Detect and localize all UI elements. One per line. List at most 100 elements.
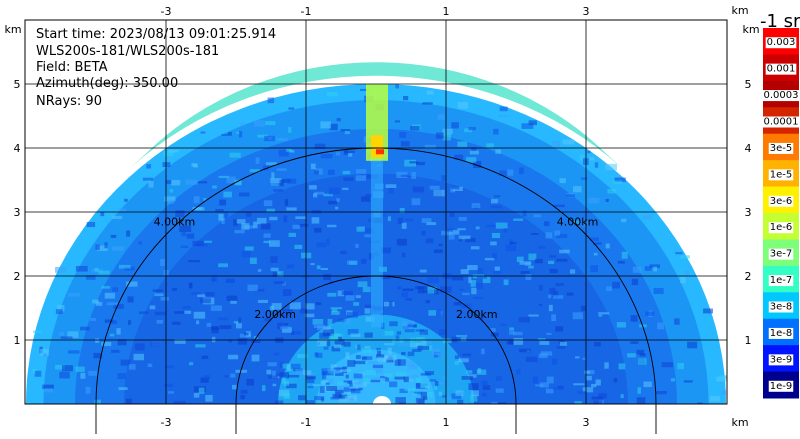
field-speckle	[111, 349, 120, 353]
field-speckle	[59, 331, 65, 336]
field-speckle	[117, 373, 126, 380]
field-speckle	[67, 350, 80, 354]
field-speckle	[235, 369, 248, 373]
field-speckle	[165, 180, 172, 184]
field-speckle	[451, 393, 462, 400]
beta-field	[25, 62, 727, 404]
field-speckle	[384, 343, 395, 346]
colorbar-label-backing	[768, 222, 794, 234]
field-speckle	[565, 194, 576, 198]
field-speckle	[421, 230, 426, 236]
field-speckle	[543, 221, 550, 227]
field-speckle	[528, 253, 537, 261]
field-speckle	[281, 377, 286, 384]
field-speckle	[404, 388, 416, 391]
field-speckle	[345, 352, 350, 359]
field-speckle	[282, 363, 290, 369]
field-speckle	[555, 326, 564, 332]
field-speckle	[404, 329, 415, 333]
field-speckle	[295, 216, 306, 220]
field-speckle	[95, 244, 100, 251]
field-speckle	[531, 232, 539, 235]
x-tick-label-bottom: -3	[161, 416, 172, 429]
field-speckle	[135, 343, 145, 351]
field-speckle	[559, 249, 570, 254]
field-speckle	[495, 388, 504, 393]
field-speckle	[401, 252, 406, 258]
field-speckle	[447, 228, 454, 232]
field-speckle	[361, 356, 373, 360]
field-speckle	[193, 196, 200, 204]
field-speckle	[314, 191, 325, 195]
field-speckle	[395, 84, 399, 89]
field-speckle	[210, 305, 222, 311]
field-speckle	[473, 161, 482, 168]
field-speckle	[326, 92, 338, 97]
field-speckle	[470, 246, 480, 250]
field-speckle	[598, 312, 610, 315]
field-speckle	[327, 224, 337, 228]
y-unit-label-left: km	[4, 23, 21, 36]
field-speckle	[320, 153, 333, 159]
field-speckle	[402, 288, 414, 291]
field-speckle	[320, 380, 329, 385]
field-speckle	[340, 250, 347, 255]
field-speckle	[401, 222, 407, 229]
field-speckle	[338, 385, 349, 392]
field-speckle	[434, 249, 443, 254]
field-speckle	[636, 397, 646, 404]
field-speckle	[343, 177, 354, 181]
field-speckle	[631, 278, 639, 286]
y-tick-label-left: 5	[14, 78, 21, 91]
field-speckle	[403, 376, 409, 383]
field-speckle	[240, 394, 245, 400]
field-speckle	[315, 302, 322, 305]
field-speckle	[493, 270, 501, 274]
field-speckle	[347, 329, 359, 335]
field-speckle	[462, 353, 472, 357]
field-speckle	[192, 240, 204, 247]
field-speckle	[605, 243, 610, 249]
field-speckle	[344, 130, 350, 135]
field-speckle	[246, 378, 255, 386]
field-speckle	[503, 279, 509, 286]
field-speckle	[566, 292, 574, 296]
field-speckle	[471, 147, 477, 152]
field-speckle	[381, 247, 391, 254]
field-speckle	[703, 308, 714, 314]
field-speckle	[403, 95, 409, 101]
y-tick-label-right: 1	[745, 334, 752, 347]
field-speckle	[263, 200, 273, 207]
field-speckle	[484, 257, 495, 261]
field-speckle	[683, 380, 693, 383]
field-speckle	[185, 179, 198, 185]
field-speckle	[257, 134, 268, 138]
field-speckle	[230, 300, 237, 304]
field-speckle	[276, 168, 287, 171]
field-speckle	[468, 383, 479, 391]
field-speckle	[306, 376, 315, 384]
field-speckle	[57, 305, 65, 312]
field-speckle	[459, 391, 466, 395]
field-speckle	[327, 169, 335, 175]
field-speckle	[94, 267, 99, 272]
field-speckle	[189, 362, 194, 366]
field-speckle	[538, 303, 543, 307]
field-speckle	[361, 258, 367, 264]
field-speckle	[374, 368, 383, 373]
field-speckle	[257, 299, 268, 303]
field-speckle	[327, 318, 333, 326]
field-speckle	[553, 290, 559, 298]
field-speckle	[264, 135, 275, 142]
field-speckle	[234, 230, 245, 234]
field-speckle	[96, 245, 108, 251]
field-speckle	[281, 392, 290, 395]
field-speckle	[490, 199, 498, 204]
field-speckle	[443, 396, 452, 400]
field-speckle	[249, 257, 257, 264]
azimuth-text: Azimuth(deg): 350.00	[36, 76, 178, 91]
field-speckle	[42, 384, 54, 389]
field-speckle	[545, 232, 553, 239]
field-speckle	[269, 216, 278, 221]
field-speckle	[98, 270, 110, 275]
